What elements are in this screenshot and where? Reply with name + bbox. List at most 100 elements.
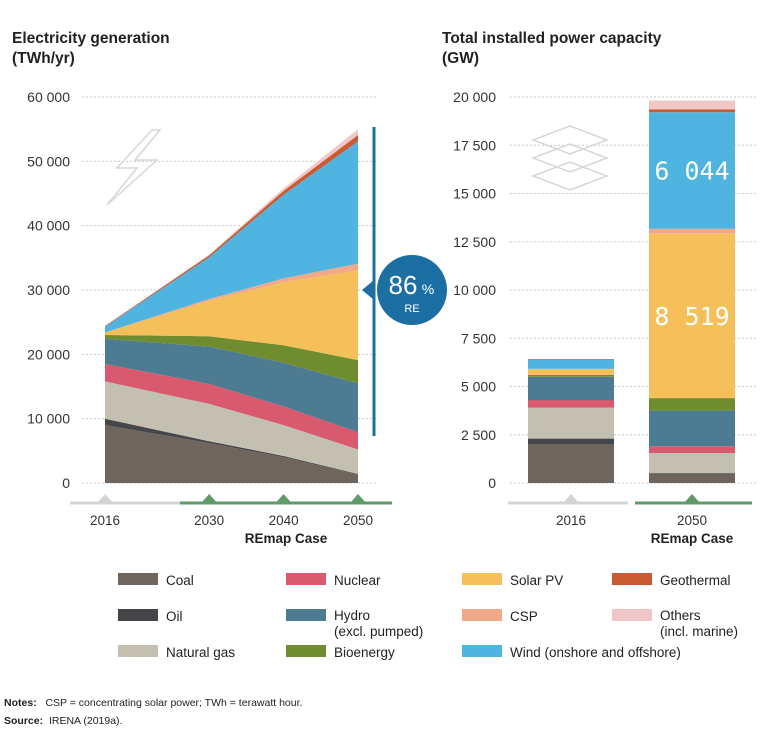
legend-label-coal: Coal — [166, 573, 194, 588]
bar-2050-coal — [649, 474, 735, 483]
source-label: Source: — [4, 715, 44, 727]
legend-swatch-csp — [462, 609, 502, 621]
legend-swatch-bioenergy — [286, 645, 326, 657]
renewables-callout-circle — [377, 255, 447, 325]
area-nuclear — [105, 364, 358, 450]
bar-value-label-wind-onshore-and-offshore: 6 044 — [654, 157, 729, 186]
capacity-y-tick-label: 12 500 — [453, 234, 496, 250]
timeline-marker — [275, 494, 292, 503]
area-coal — [105, 425, 358, 483]
legend-label-sub-hydro-excl-pumped: (excl. pumped) — [334, 624, 423, 639]
generation-y-tick-label: 20 000 — [27, 346, 70, 362]
bar-2050-wind-onshore-and-offshore — [649, 112, 735, 229]
bar-2050-solar-pv — [649, 233, 735, 399]
legend-swatch-others-incl-marine — [612, 609, 652, 621]
bar-2016-csp — [528, 368, 614, 370]
legend-label-csp: CSP — [510, 609, 538, 624]
source-text: IRENA (2019a). — [48, 715, 123, 727]
legend-swatch-oil — [118, 609, 158, 621]
timeline-marker — [97, 494, 113, 503]
layers-icon — [530, 143, 610, 173]
legend-label-solar-pv: Solar PV — [510, 573, 563, 588]
bar-2016-coal — [528, 444, 614, 483]
layers-icon — [530, 125, 610, 155]
capacity-y-tick-label: 2 500 — [461, 427, 496, 443]
bar-2016-solar-pv — [528, 369, 614, 375]
legend-label-natural-gas: Natural gas — [166, 645, 235, 660]
bar-2016-oil — [528, 438, 614, 445]
generation-x-tick-label: 2030 — [194, 513, 224, 528]
generation-x-tick-label: 2016 — [90, 513, 120, 528]
legend-swatch-natural-gas — [118, 645, 158, 657]
legend-label-others-incl-marine: Others — [660, 608, 701, 623]
bar-2016-bioenergy — [528, 374, 614, 377]
bar-2050-geothermal — [649, 109, 735, 113]
timeline-marker — [350, 494, 366, 503]
legend-swatch-coal — [118, 573, 158, 585]
generation-title-line-1: Electricity generation — [12, 30, 170, 47]
area-natural-gas — [105, 381, 358, 474]
bar-value-label-solar-pv: 8 519 — [654, 302, 729, 331]
legend-label-wind-onshore-and-offshore: Wind (onshore and offshore) — [510, 645, 681, 660]
renewables-share-label: RE — [404, 303, 419, 315]
generation-y-tick-label: 30 000 — [27, 282, 70, 298]
generation-y-tick-label: 60 000 — [27, 89, 70, 105]
legend-swatch-solar-pv — [462, 573, 502, 585]
timeline-marker — [201, 494, 218, 503]
area-solar-pv — [105, 270, 358, 361]
bar-2016-nuclear — [528, 400, 614, 408]
layers-icon — [530, 161, 610, 191]
legend-label-hydro-excl-pumped: Hydro — [334, 608, 370, 623]
generation-y-tick-label: 40 000 — [27, 218, 70, 234]
capacity-y-tick-label: 0 — [488, 475, 496, 491]
notes-line: Notes: CSP = concentrating solar power; … — [4, 697, 302, 709]
capacity-timeline-marker — [563, 494, 579, 503]
source-line: Source: IRENA (2019a). — [4, 715, 122, 727]
renewables-share-value: 86 — [389, 270, 418, 300]
legend-label-sub-others-incl-marine: (incl. marine) — [660, 624, 738, 639]
legend-label-bioenergy: Bioenergy — [334, 645, 395, 660]
bar-2050-hydro-excl-pumped — [649, 410, 735, 447]
bar-2050-bioenergy — [649, 398, 735, 411]
capacity-title-line-1: Total installed power capacity — [442, 30, 662, 47]
capacity-y-tick-label: 10 000 — [453, 282, 496, 298]
legend-swatch-wind-onshore-and-offshore — [462, 645, 502, 657]
capacity-timeline-marker — [684, 494, 700, 503]
bar-2050-natural-gas — [649, 453, 735, 474]
capacity-y-tick-label: 20 000 — [453, 89, 496, 105]
capacity-y-tick-label: 17 500 — [453, 137, 496, 153]
capacity-x-tick-label: 2050 — [677, 513, 707, 528]
renewables-share-unit: % — [422, 281, 434, 297]
legend-label-oil: Oil — [166, 609, 183, 624]
bar-2016-natural-gas — [528, 407, 614, 439]
notes-label: Notes: — [4, 697, 37, 709]
generation-y-tick-label: 50 000 — [27, 153, 70, 169]
legend-swatch-geothermal — [612, 573, 652, 585]
legend-label-nuclear: Nuclear — [334, 573, 381, 588]
capacity-y-tick-label: 7 500 — [461, 330, 496, 346]
bar-2016-hydro-excl-pumped — [528, 376, 614, 401]
generation-y-tick-label: 10 000 — [27, 411, 70, 427]
area-csp — [105, 263, 358, 333]
notes-text: CSP = concentrating solar power; TWh = t… — [45, 697, 303, 709]
lightning-icon — [106, 129, 162, 206]
bar-2050-others-incl-marine — [649, 100, 735, 110]
bar-2016-wind-onshore-and-offshore — [528, 359, 614, 369]
area-wind-onshore-and-offshore — [105, 141, 358, 333]
generation-title-line-2: (TWh/yr) — [12, 50, 75, 67]
area-oil — [105, 418, 358, 475]
capacity-x-tick-label: 2016 — [556, 513, 586, 528]
capacity-title-line-2: (GW) — [442, 50, 479, 67]
generation-case-label: REmap Case — [245, 531, 328, 546]
bar-2050-csp — [649, 228, 735, 234]
legend-swatch-hydro-excl-pumped — [286, 609, 326, 621]
capacity-y-tick-label: 5 000 — [461, 379, 496, 395]
bar-2050-oil — [649, 473, 735, 475]
generation-y-tick-label: 0 — [62, 475, 70, 491]
generation-x-tick-label: 2050 — [343, 513, 373, 528]
bar-2050-nuclear — [649, 446, 735, 454]
area-hydro-excl-pumped — [105, 338, 358, 433]
capacity-case-label: REmap Case — [651, 531, 734, 546]
capacity-y-tick-label: 15 000 — [453, 186, 496, 202]
